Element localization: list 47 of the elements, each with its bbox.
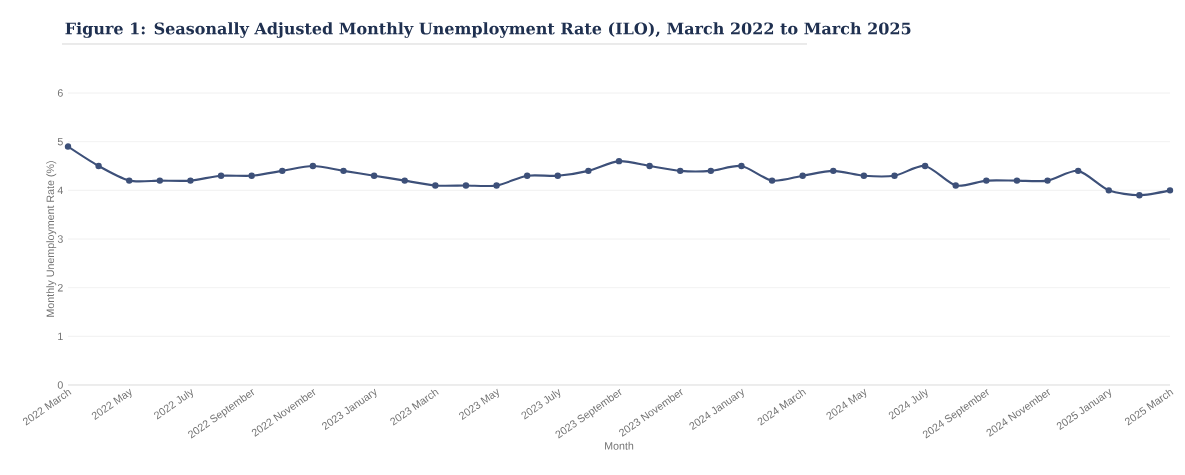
y-tick-label: 6 — [57, 89, 63, 97]
point — [370, 172, 378, 179]
point — [95, 162, 102, 170]
point — [891, 172, 898, 179]
point — [1105, 187, 1112, 194]
y-tick-label: 2 — [57, 283, 63, 292]
point — [126, 177, 133, 184]
point — [1044, 177, 1051, 184]
point — [401, 177, 408, 184]
point — [1013, 177, 1021, 184]
point — [1166, 187, 1174, 194]
point — [921, 162, 929, 170]
point — [432, 182, 439, 189]
point — [156, 177, 164, 184]
point — [738, 162, 745, 170]
point — [952, 182, 959, 189]
point — [248, 172, 255, 179]
point — [860, 172, 868, 179]
point — [646, 162, 653, 170]
point — [493, 182, 500, 189]
y-tick-label: 4 — [57, 186, 63, 195]
point — [707, 167, 715, 175]
y-tick-label: 0 — [57, 381, 63, 389]
point — [768, 177, 776, 184]
point — [615, 157, 623, 165]
y-tick-label: 3 — [57, 235, 63, 243]
point — [64, 143, 72, 150]
y-tick-label: 1 — [58, 332, 63, 340]
point — [187, 177, 194, 184]
point — [462, 182, 470, 189]
point — [1136, 192, 1143, 199]
point — [983, 177, 990, 184]
point — [309, 162, 317, 170]
point — [585, 167, 592, 175]
point — [523, 172, 531, 179]
point — [217, 172, 225, 179]
point — [677, 167, 684, 175]
chart-title: Figure 1: Seasonally Adjusted Monthly Unemployment Rate (ILO), March 2022 to March 2025 — [65, 22, 911, 38]
point — [554, 172, 561, 179]
point — [1074, 167, 1082, 175]
point — [340, 167, 347, 175]
x-axis-title: Month — [605, 441, 634, 450]
point — [279, 167, 286, 175]
point — [799, 172, 806, 179]
y-axis-title: Monthly Unemployment Rate (%) — [46, 161, 57, 317]
point — [830, 167, 837, 175]
y-tick-label: 5 — [57, 137, 63, 146]
